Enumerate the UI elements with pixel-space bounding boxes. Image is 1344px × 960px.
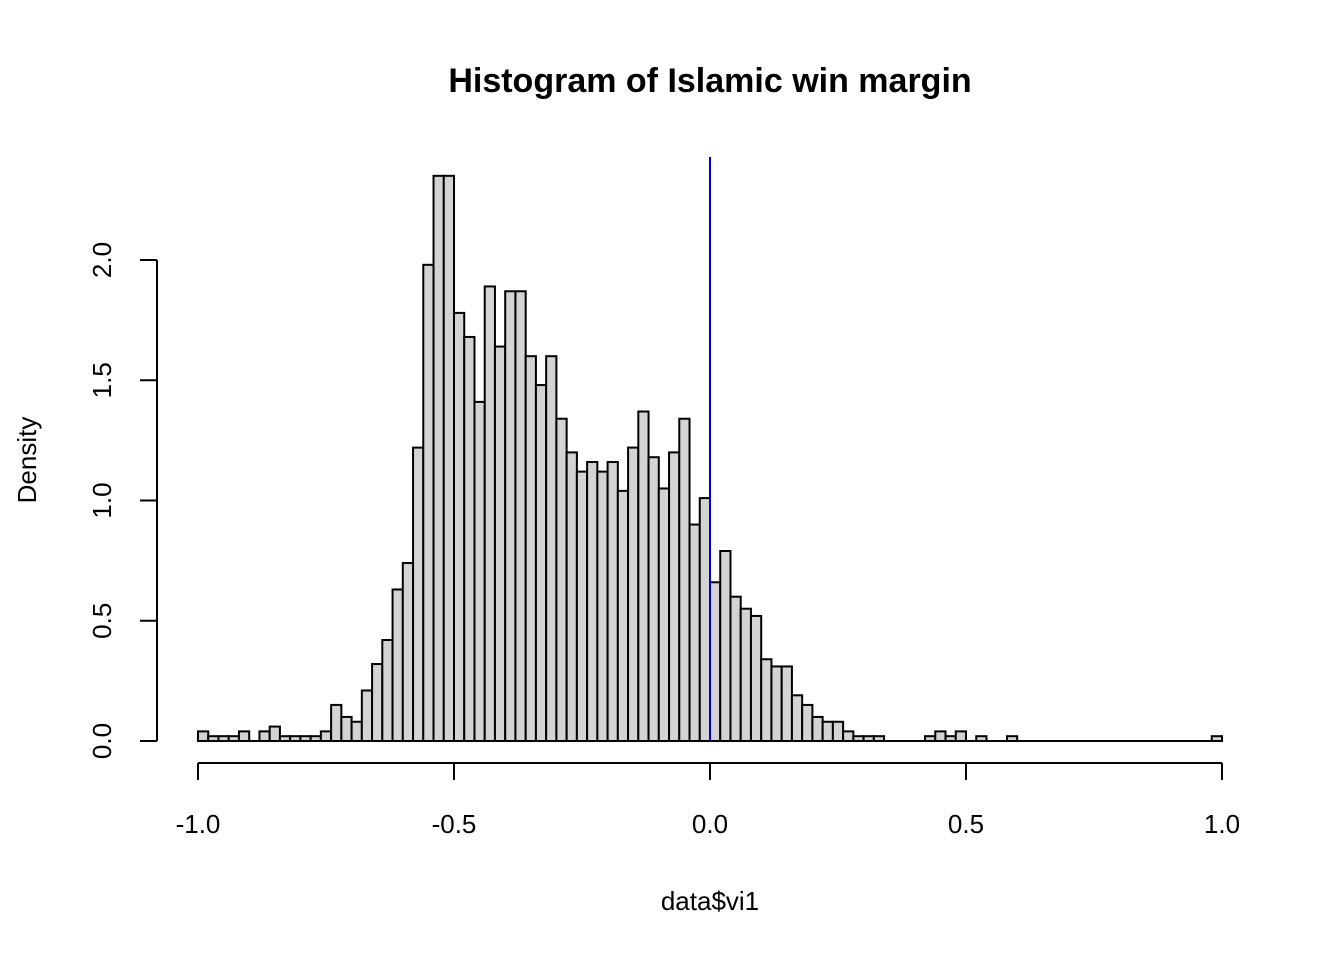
histogram-bar-48 — [688, 523, 701, 742]
histogram-bar-34 — [545, 355, 558, 742]
histogram-bar-50 — [709, 581, 722, 743]
histogram-bar-22 — [422, 263, 435, 742]
x-tick-label-3: 0.5 — [948, 809, 984, 839]
histogram-bar-tail-1 — [934, 730, 947, 743]
histogram-bar-53 — [739, 607, 752, 742]
y-tick-label-4: 2.0 — [87, 242, 117, 278]
histogram-bar-47 — [678, 417, 691, 742]
histogram-bar-51 — [719, 550, 732, 742]
histogram-bar-61 — [821, 720, 834, 743]
histogram-bar-tail-3 — [954, 730, 968, 743]
histogram-bar-41 — [616, 489, 630, 742]
histogram-bar-56 — [770, 665, 783, 743]
histogram-bar-32 — [524, 355, 537, 742]
histogram-bar-63 — [842, 730, 855, 743]
histogram-bar-33 — [534, 384, 548, 742]
histogram-bar-40 — [606, 461, 619, 742]
histogram-bar-28 — [483, 285, 496, 742]
histogram-bar-38 — [586, 461, 599, 742]
x-axis-label: data$vi1 — [661, 886, 759, 916]
histogram-bar-16 — [360, 689, 374, 742]
histogram-bar-35 — [555, 417, 568, 742]
histogram-bar-25 — [453, 311, 466, 742]
x-tick-label-1: -0.5 — [432, 809, 477, 839]
y-tick-label-2: 1.0 — [87, 482, 117, 518]
histogram-bar-13 — [330, 703, 343, 742]
histogram-bar-0 — [197, 730, 210, 743]
histogram-bar-20 — [401, 562, 415, 743]
histogram-bar-23 — [432, 174, 445, 742]
histogram-bar-55 — [760, 658, 773, 742]
y-tick-label-3: 1.5 — [87, 362, 117, 398]
histogram-bar-31 — [514, 290, 527, 742]
histogram-bar-57 — [780, 665, 793, 743]
histogram-bar-15 — [350, 720, 363, 743]
x-tick-label-0: -1.0 — [176, 809, 221, 839]
histogram-bar-6 — [258, 730, 271, 743]
y-tick-label-0: 0.0 — [87, 723, 117, 759]
histogram-bar-39 — [596, 470, 609, 742]
histogram-bar-59 — [801, 703, 814, 742]
histogram-bar-36 — [565, 451, 578, 742]
chart-title: Histogram of Islamic win margin — [448, 62, 971, 100]
histogram-bar-21 — [412, 446, 425, 742]
histogram-bar-62 — [831, 720, 845, 743]
histogram-bar-18 — [381, 638, 394, 742]
histogram-bar-17 — [371, 663, 384, 742]
histogram-bar-19 — [391, 588, 404, 742]
x-tick-label-4: 1.0 — [1204, 809, 1240, 839]
histogram-bar-27 — [473, 400, 486, 742]
histogram-bar-52 — [729, 595, 742, 743]
histogram-bar-26 — [463, 335, 476, 742]
x-tick-label-2: 0.0 — [692, 809, 728, 839]
histogram-bar-60 — [811, 715, 824, 743]
bars-group — [197, 174, 1224, 743]
histogram-bar-37 — [575, 470, 589, 742]
histogram-bar-42 — [627, 446, 640, 742]
y-axis: 0.0 0.5 1.0 1.5 2.0 — [87, 242, 158, 759]
histogram-bar-49 — [698, 497, 712, 742]
histogram-bar-7 — [268, 725, 281, 743]
histogram-bar-54 — [749, 614, 763, 742]
histogram-bar-43 — [637, 410, 650, 742]
histogram-bar-44 — [647, 456, 660, 742]
x-axis: -1.0 -0.5 0.0 0.5 1.0 — [176, 762, 1240, 839]
y-tick-label-1: 0.5 — [87, 603, 117, 639]
y-axis-label: Density — [12, 417, 42, 504]
histogram-bar-14 — [340, 715, 353, 743]
histogram-bar-4 — [237, 730, 251, 743]
histogram-bar-30 — [504, 290, 517, 742]
histogram-bar-24 — [442, 174, 456, 742]
histogram-bar-45 — [657, 487, 671, 742]
histogram-bar-12 — [319, 730, 333, 743]
histogram-bar-46 — [668, 451, 681, 742]
histogram-bar-29 — [493, 345, 507, 742]
histogram-bar-58 — [790, 694, 804, 742]
